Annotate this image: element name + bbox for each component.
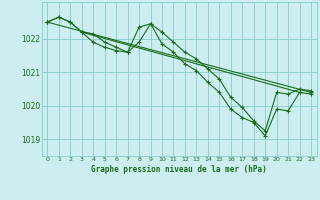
X-axis label: Graphe pression niveau de la mer (hPa): Graphe pression niveau de la mer (hPa) xyxy=(91,165,267,174)
